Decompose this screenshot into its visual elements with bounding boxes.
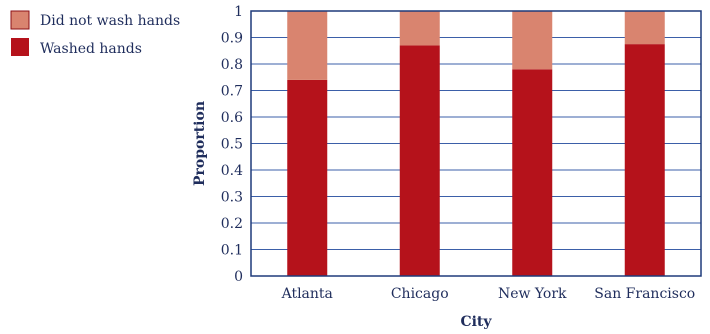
y-tick-label: 0.1 [221, 243, 243, 259]
y-tick-label: 0.3 [221, 190, 243, 206]
x-tick-labels: Atlanta Chicago New York San Francisco [281, 286, 696, 302]
bar-san-francisco-washed-hands [624, 44, 665, 276]
bar-chicago-washed-hands [399, 45, 440, 277]
y-tick-label: 0.5 [221, 137, 243, 153]
y-tick-label: 0.4 [221, 163, 243, 179]
bar-atlanta-washed-hands [287, 79, 328, 277]
x-tick-label: Chicago [391, 286, 449, 302]
y-tick-label: 0.7 [221, 84, 243, 100]
bar-new-york-did-not-wash-hands [512, 11, 553, 70]
y-tick-label: 1 [234, 4, 243, 20]
y-tick-label: 0 [234, 269, 243, 285]
y-tick-label: 0.2 [221, 216, 243, 232]
y-tick-label: 0.8 [221, 57, 243, 73]
x-tick-label: Atlanta [281, 286, 333, 302]
x-axis-title: City [460, 314, 492, 330]
y-tick-label: 0.9 [221, 31, 243, 47]
x-tick-label: San Francisco [594, 286, 695, 302]
bar-new-york-washed-hands [512, 69, 553, 276]
bar-chicago-did-not-wash-hands [399, 11, 440, 46]
plot-area-frame [250, 10, 702, 277]
bar-atlanta-did-not-wash-hands [287, 11, 328, 80]
y-axis-title: Proportion [192, 101, 208, 186]
bar-san-francisco-did-not-wash-hands [624, 11, 665, 45]
legend: Did not wash hands Washed hands [10, 10, 180, 57]
y-tick-label: 0.6 [221, 110, 243, 126]
bars [287, 11, 665, 277]
legend-label-did-not-wash-hands: Did not wash hands [40, 13, 180, 29]
legend-label-washed-hands: Washed hands [40, 41, 142, 57]
y-tick-labels: 0 0.1 0.2 0.3 0.4 0.5 0.6 0.7 0.8 0.9 1 [221, 4, 243, 285]
legend-swatch-did-not-wash-hands [10, 10, 30, 30]
x-tick-label: New York [498, 286, 567, 302]
legend-swatch-washed-hands [11, 38, 29, 56]
